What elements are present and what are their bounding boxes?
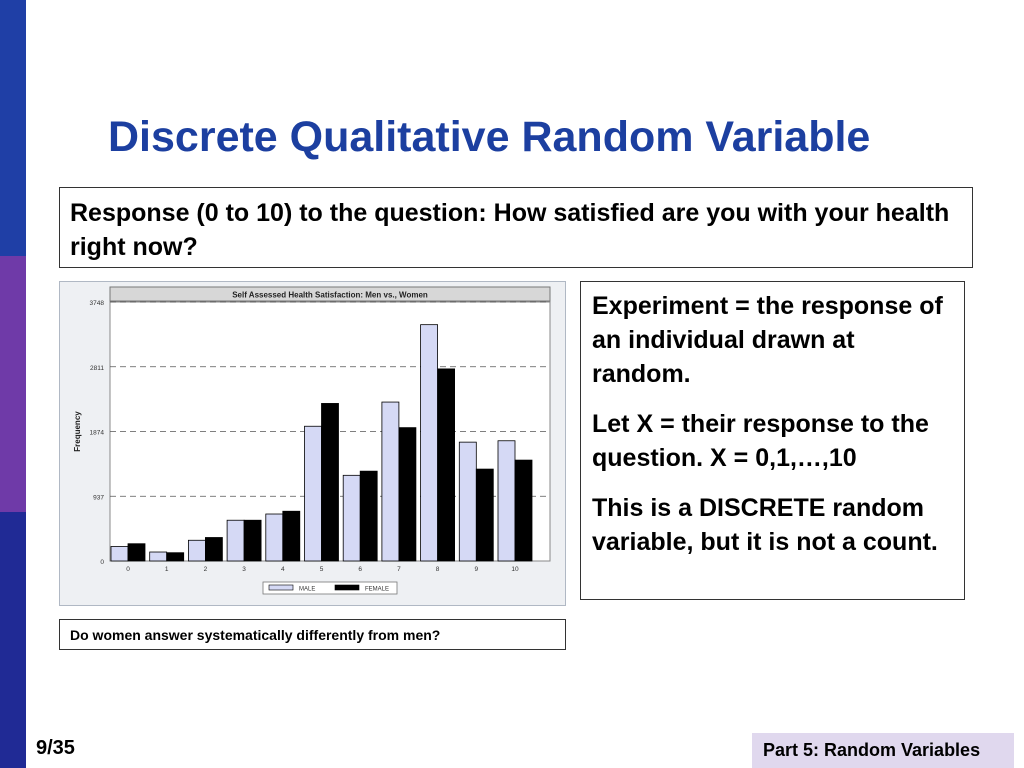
legend-label-male: MALE [299, 587, 315, 593]
explanation-paragraph-3: This is a DISCRETE random variable, but … [592, 494, 938, 556]
left-bar-segment-middle [0, 256, 26, 512]
bar-male [497, 440, 516, 562]
y-axis-label: Frequency [73, 411, 82, 452]
question-box: Response (0 to 10) to the question: How … [59, 187, 973, 268]
bar-female [282, 510, 301, 562]
y-tick-label: 3748 [90, 300, 105, 307]
bar-male [187, 539, 206, 562]
chart-title-bar [109, 286, 551, 302]
explanation-paragraph-2: Let X = their response to the question. … [592, 410, 929, 472]
bar-female [437, 368, 456, 562]
left-accent-bar [0, 0, 26, 768]
bar-male [149, 551, 168, 562]
y-tick-label: 0 [100, 559, 104, 566]
bar-female [475, 468, 494, 562]
bar-female [204, 537, 223, 562]
bar-male [342, 474, 361, 562]
explanation-paragraph-1: Experiment = the response of an individu… [592, 292, 943, 388]
bar-male [458, 441, 477, 562]
left-bar-segment-top [0, 0, 26, 256]
x-tick-label: 0 [126, 566, 130, 573]
x-tick-label: 4 [281, 566, 285, 573]
left-bar-segment-bottom [0, 512, 26, 768]
legend-swatch-female [334, 584, 360, 591]
bar-female [321, 403, 339, 562]
x-tick-label: 7 [397, 566, 401, 573]
y-tick-label: 2811 [90, 365, 104, 372]
bar-male [110, 546, 129, 562]
legend-box [262, 581, 398, 595]
bar-male [226, 519, 245, 562]
x-tick-label: 1 [165, 566, 169, 573]
bar-male [265, 513, 284, 562]
footer-section-label: Part 5: Random Variables [752, 733, 1014, 768]
y-tick-label: 937 [93, 494, 104, 501]
x-tick-label: 10 [511, 566, 519, 573]
legend-label-female: FEMALE [365, 587, 389, 593]
x-tick-label: 5 [320, 566, 324, 573]
bar-female [359, 470, 378, 562]
x-tick-label: 2 [204, 566, 208, 573]
chart-title: Self Assessed Health Satisfaction: Men v… [232, 291, 428, 300]
bar-female [166, 552, 185, 562]
bar-female [398, 427, 417, 562]
bar-female [514, 459, 533, 562]
y-tick-label: 1874 [90, 430, 105, 437]
legend-swatch-male [268, 584, 294, 591]
explanation-box: Experiment = the response of an individu… [580, 281, 965, 600]
x-tick-label: 9 [474, 566, 478, 573]
chart-frame: Self Assessed Health Satisfaction: Men v… [59, 281, 566, 606]
x-tick-label: 8 [436, 566, 440, 573]
page-number: 9/35 [36, 737, 75, 759]
note-box: Do women answer systematically different… [59, 619, 566, 650]
bar-female [127, 543, 146, 562]
bar-male [381, 401, 400, 562]
frequency-bar-chart: Self Assessed Health Satisfaction: Men v… [73, 286, 551, 595]
bar-male [420, 324, 439, 562]
bar-female [243, 519, 262, 562]
x-tick-label: 3 [242, 566, 246, 573]
x-tick-label: 6 [358, 566, 362, 573]
slide-title: Discrete Qualitative Random Variable [108, 113, 871, 161]
bar-male [304, 425, 322, 562]
